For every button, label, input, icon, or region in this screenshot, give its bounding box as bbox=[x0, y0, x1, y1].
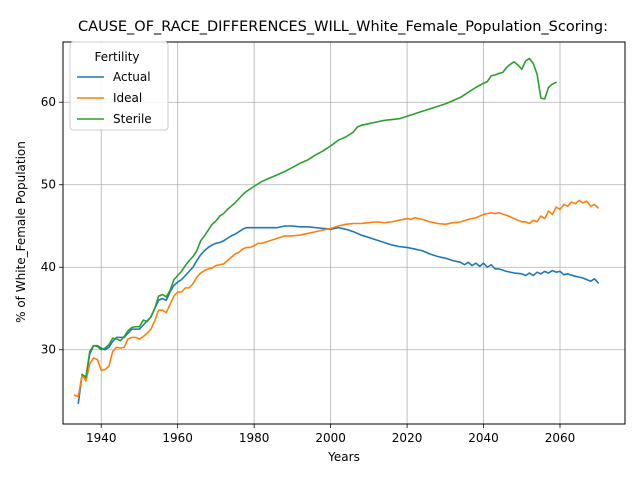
y-axis-label: % of White_Female Population bbox=[14, 141, 28, 323]
x-axis: 1940 1960 1980 2000 2020 2040 2060 bbox=[86, 424, 575, 445]
series-line-ideal bbox=[73, 199, 600, 398]
y-tick-label: 60 bbox=[41, 95, 56, 109]
legend: Fertility Actual Ideal Sterile bbox=[69, 41, 169, 131]
x-tick-label: 2000 bbox=[315, 431, 346, 445]
x-tick-label: 1960 bbox=[162, 431, 193, 445]
y-tick-label: 40 bbox=[41, 260, 56, 274]
series-line-actual bbox=[77, 225, 600, 405]
legend-label-actual: Actual bbox=[113, 70, 151, 84]
x-tick-label: 1940 bbox=[86, 431, 117, 445]
legend-entries: Actual Ideal Sterile bbox=[77, 70, 152, 126]
x-axis-label: Years bbox=[327, 450, 360, 464]
chart-title: CAUSE_OF_RACE_DIFFERENCES_WILL_White_Fem… bbox=[78, 19, 608, 35]
legend-box bbox=[69, 41, 169, 131]
y-axis: 30 40 50 60 bbox=[41, 95, 63, 357]
series-lines bbox=[73, 57, 600, 405]
x-tick-label: 2060 bbox=[545, 431, 576, 445]
plot-frame bbox=[62, 41, 626, 425]
y-tick-label: 50 bbox=[41, 178, 56, 192]
x-tick-label: 2040 bbox=[468, 431, 499, 445]
y-tick-label: 30 bbox=[41, 343, 56, 357]
x-tick-label: 1980 bbox=[239, 431, 270, 445]
legend-label-sterile: Sterile bbox=[113, 112, 152, 126]
legend-label-ideal: Ideal bbox=[113, 91, 142, 105]
legend-title: Fertility bbox=[94, 50, 139, 64]
series-line-sterile bbox=[81, 57, 557, 378]
x-tick-label: 2020 bbox=[392, 431, 423, 445]
